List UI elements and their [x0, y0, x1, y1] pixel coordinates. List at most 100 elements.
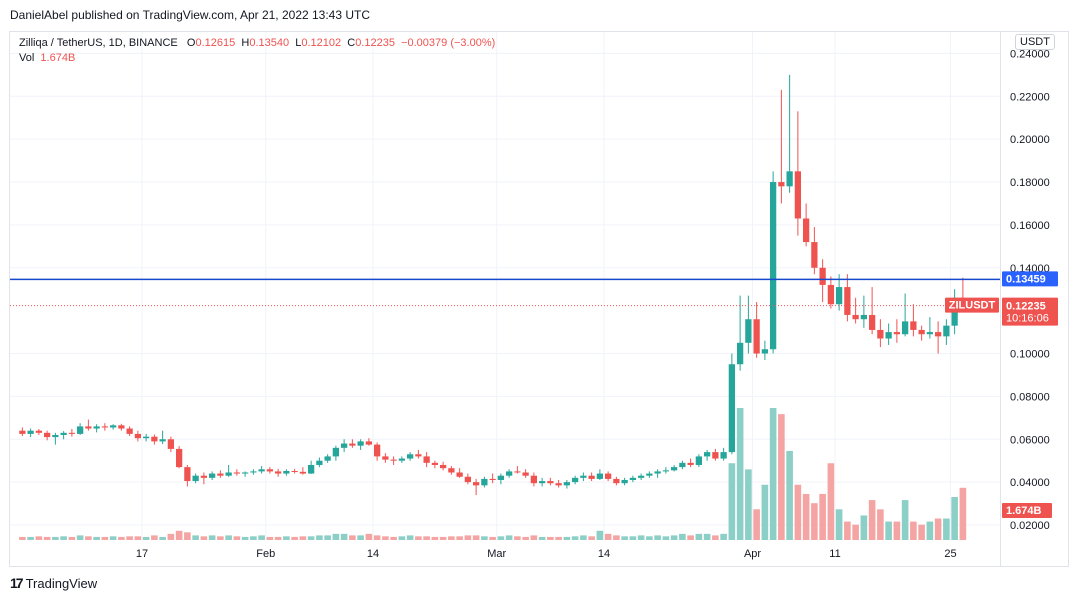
candle-body — [266, 469, 274, 472]
volume-bar — [538, 536, 546, 540]
volume-bar — [868, 500, 876, 540]
volume-bar — [35, 536, 43, 540]
volume-bar — [934, 518, 942, 540]
candle-body — [563, 482, 571, 486]
volume-bar — [786, 450, 793, 540]
volume-bar — [918, 524, 925, 540]
y-tick-label: 0.24000 — [1010, 48, 1050, 60]
candle-body — [868, 314, 876, 330]
volume-bar — [415, 536, 422, 540]
volume-bar — [382, 536, 389, 540]
candle-body — [192, 475, 199, 482]
volume-bar — [802, 493, 810, 540]
candle-body — [530, 475, 538, 484]
candle-body — [357, 441, 364, 446]
volume-bar — [819, 493, 826, 540]
volume-bar — [274, 536, 282, 540]
candle-body — [464, 476, 472, 483]
volume-bar — [910, 521, 917, 540]
candle-body — [472, 482, 480, 486]
candle-body — [159, 439, 166, 442]
volume-bar — [835, 509, 843, 540]
chart-pane[interactable] — [9, 31, 1001, 567]
candle-body — [241, 472, 249, 474]
candle-body — [324, 456, 331, 461]
volume-bar — [563, 536, 571, 540]
volume-label[interactable]: Vol — [19, 52, 35, 64]
candle-body — [819, 267, 826, 285]
volume-bar — [778, 414, 785, 540]
volume-bar — [390, 536, 397, 540]
candle-body — [299, 471, 307, 474]
candle-body — [489, 478, 496, 480]
volume-bar — [769, 408, 777, 540]
candle-body — [373, 444, 381, 457]
currency-button[interactable]: USDT — [1015, 34, 1055, 50]
open-label: O — [186, 37, 196, 49]
candle-body — [514, 471, 521, 473]
volume-bar — [646, 536, 653, 540]
level-price-tag: 0.13459 — [1006, 273, 1046, 285]
volume-bar — [250, 536, 257, 540]
volume-bar — [167, 533, 175, 540]
volume-legend: Vol 1.674B — [19, 51, 495, 66]
candle-body — [274, 471, 282, 474]
candle-body — [679, 462, 686, 468]
level-price-tag-bg — [1002, 271, 1058, 287]
candle-body — [934, 332, 942, 337]
candle-body — [456, 472, 463, 477]
candle-body — [662, 470, 670, 472]
candle-body — [786, 171, 793, 187]
volume-bar — [324, 535, 331, 540]
volume-bar — [926, 521, 934, 540]
candle-body — [613, 478, 620, 484]
volume-bar — [27, 536, 34, 540]
volume-tag: 1.674B — [1006, 505, 1042, 517]
publish-info: DanielAbel published on TradingView.com,… — [10, 8, 370, 22]
price-axis[interactable] — [1001, 31, 1069, 567]
candle-body — [802, 218, 810, 243]
candle-body — [885, 332, 892, 339]
volume-bar — [101, 536, 109, 540]
volume-bar — [184, 532, 191, 540]
volume-bar — [472, 535, 480, 540]
candle-body — [670, 467, 678, 471]
candle-body — [60, 432, 67, 435]
candle-body — [918, 329, 925, 335]
candle-body — [423, 456, 430, 463]
candle-body — [439, 464, 447, 469]
candle-body — [134, 433, 142, 439]
candle-body — [233, 472, 241, 474]
candle-body — [431, 462, 439, 465]
volume-bar — [142, 536, 150, 540]
volume-bar — [654, 535, 661, 540]
volume-bar — [464, 535, 472, 540]
candle-body — [852, 314, 859, 320]
volume-bar — [530, 535, 538, 540]
volume-bar — [662, 536, 670, 540]
volume-bar — [604, 533, 612, 540]
candle-body — [910, 321, 917, 330]
author-name[interactable]: DanielAbel — [10, 8, 69, 22]
volume-bar — [134, 536, 142, 540]
x-tick-label: 14 — [367, 548, 379, 560]
candle-body — [307, 464, 315, 474]
tradingview-logo[interactable]: 17 TradingView — [10, 575, 97, 591]
candle-body — [19, 430, 26, 434]
candle-body — [893, 332, 901, 335]
publish-text: published on TradingView.com, Apr 21, 20… — [71, 8, 371, 22]
volume-bar — [695, 533, 703, 540]
volume-tag-bg — [1002, 503, 1052, 518]
high-label: H — [241, 37, 250, 49]
volume-bar — [489, 536, 496, 540]
volume-bar — [266, 536, 274, 540]
volume-bar — [456, 536, 463, 540]
volume-bar — [365, 533, 373, 540]
x-tick-label: 11 — [829, 548, 840, 560]
candle-body — [695, 456, 703, 465]
close-label: C — [347, 37, 356, 49]
volume-bar — [811, 503, 818, 540]
symbol-label[interactable]: Zilliqa / TetherUS, 1D, BINANCE — [19, 37, 178, 49]
candle-body — [481, 478, 488, 486]
volume-bar — [761, 484, 769, 540]
